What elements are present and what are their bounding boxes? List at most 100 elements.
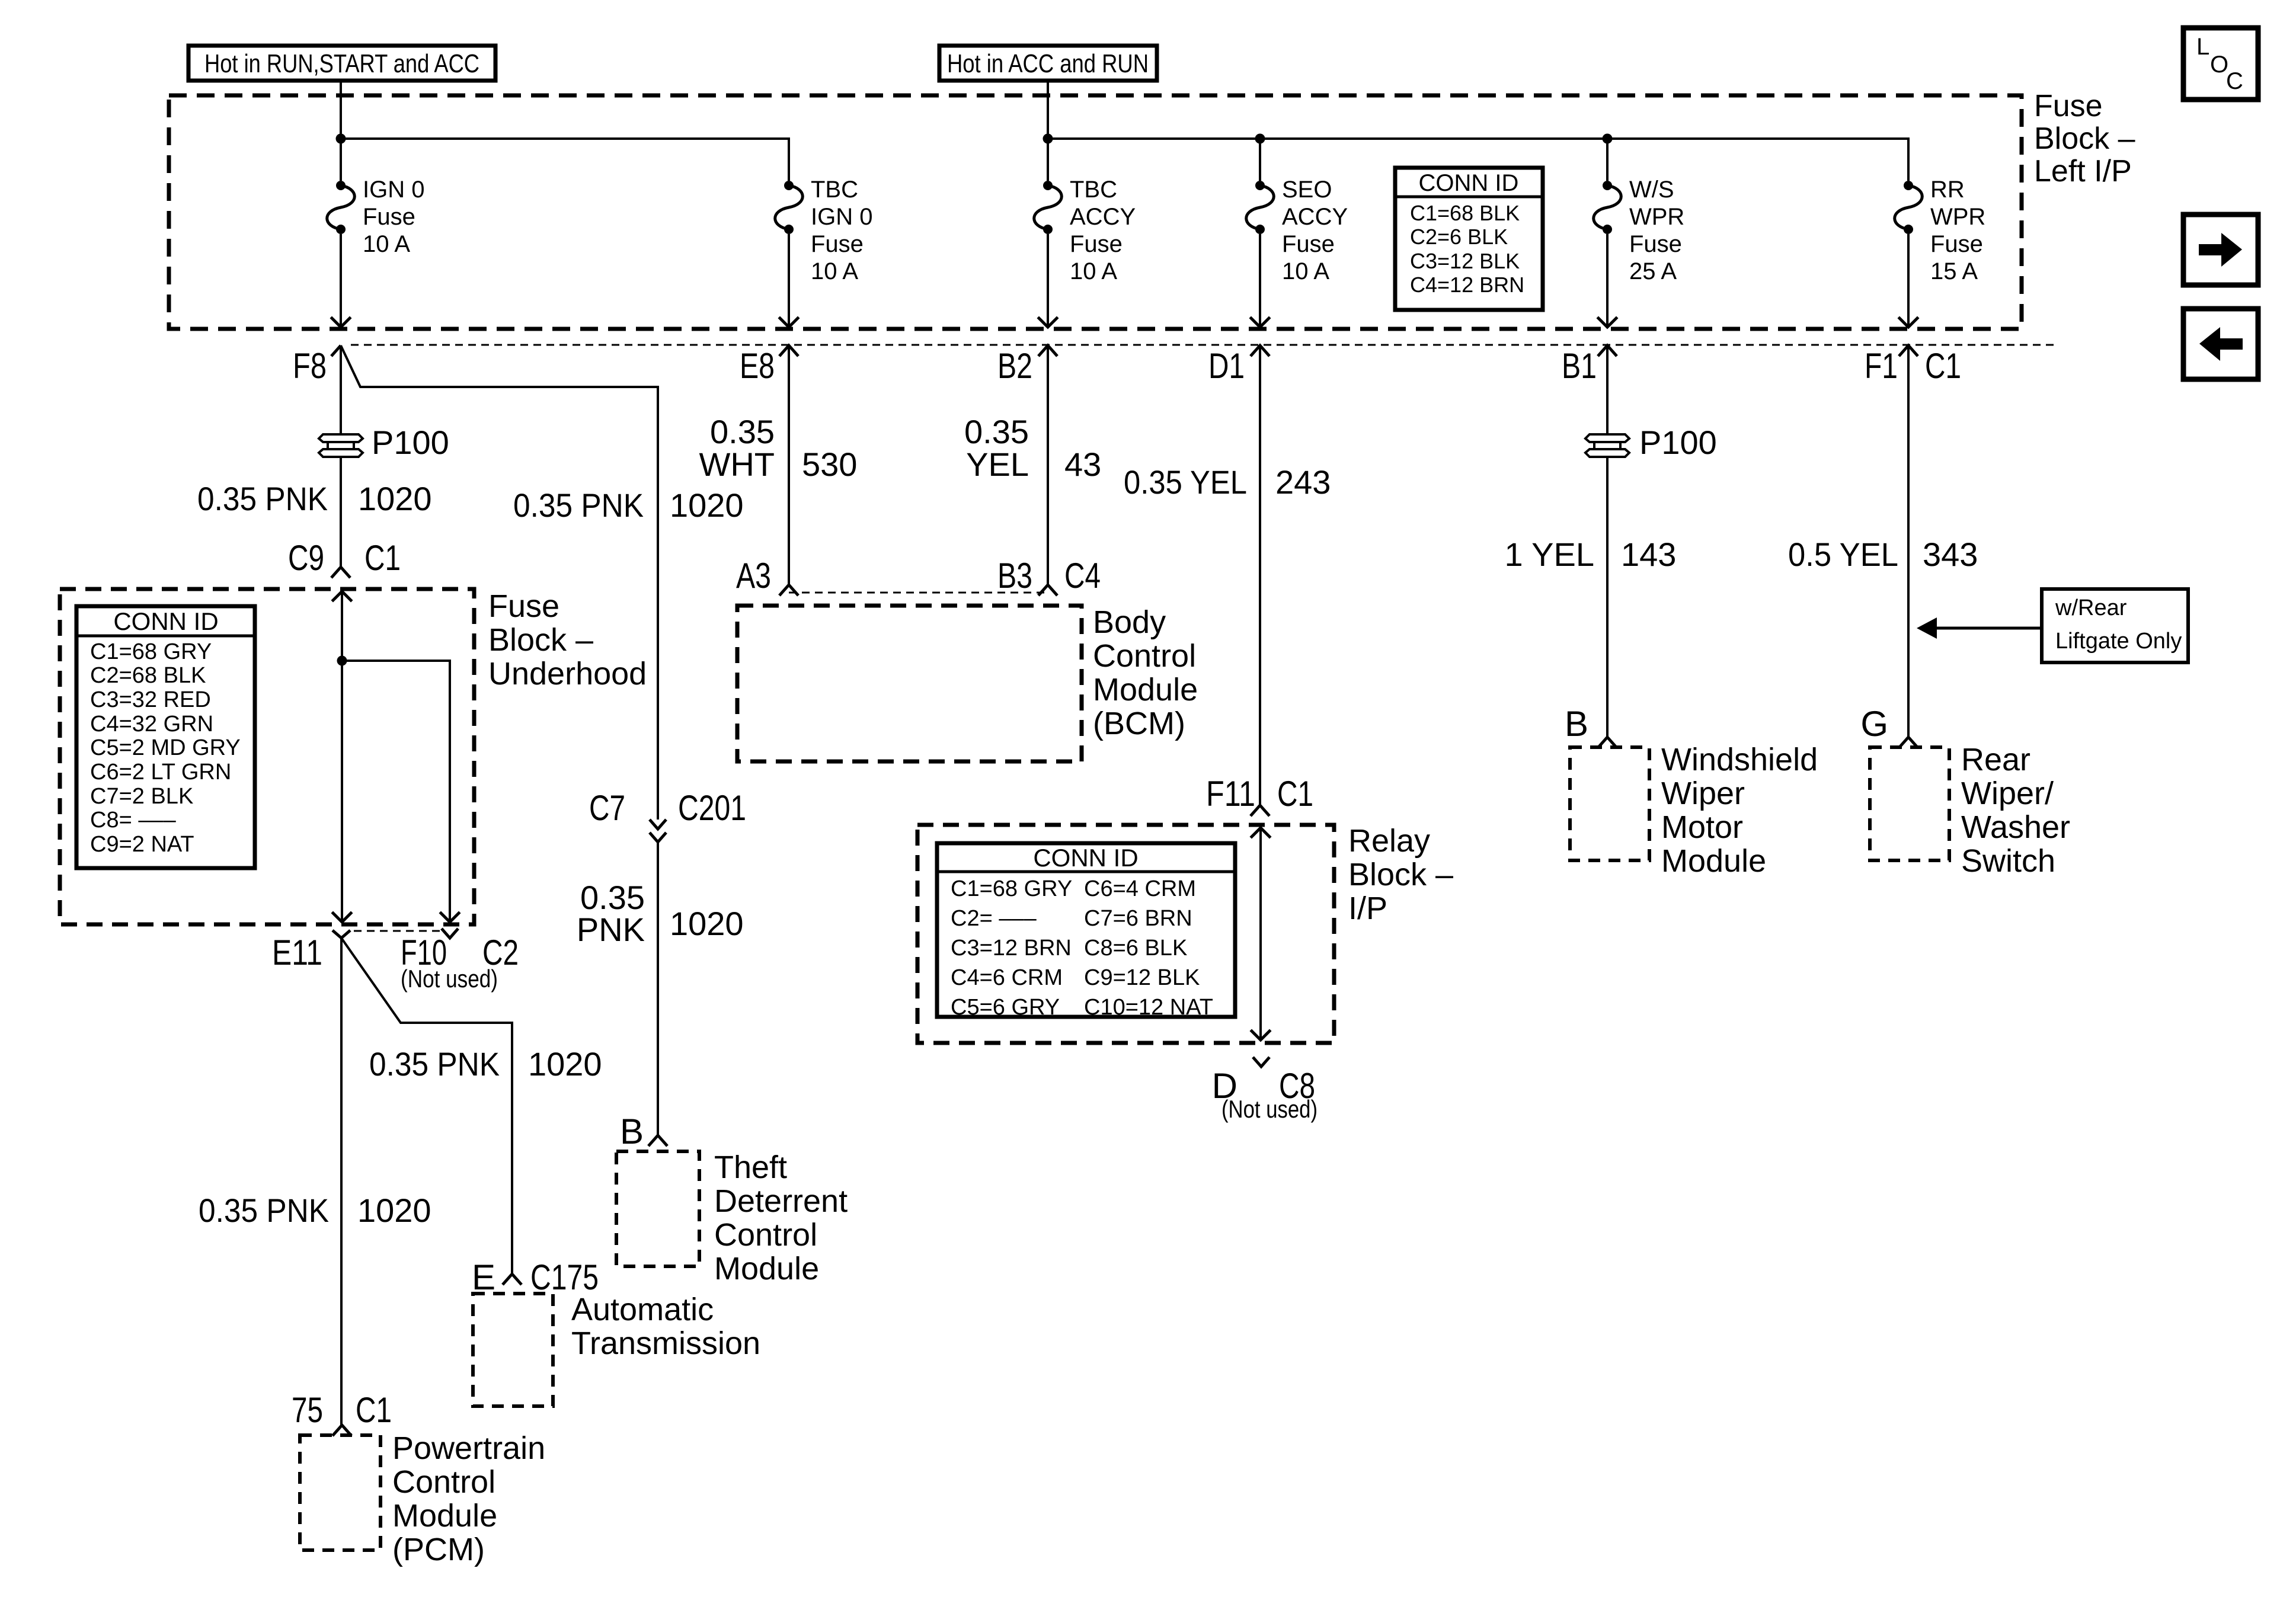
svg-text:B1: B1 bbox=[1562, 346, 1597, 386]
svg-text:Fuse: Fuse bbox=[363, 204, 415, 230]
svg-text:C2=6 BLK: C2=6 BLK bbox=[1410, 225, 1508, 249]
svg-text:Motor: Motor bbox=[1661, 809, 1743, 845]
svg-text:C7=6 BRN: C7=6 BRN bbox=[1084, 906, 1192, 931]
svg-text:P100: P100 bbox=[1639, 424, 1717, 461]
svg-text:C4=12 BRN: C4=12 BRN bbox=[1410, 273, 1524, 297]
svg-text:I/P: I/P bbox=[1348, 891, 1387, 926]
svg-text:C1=68 GRY: C1=68 GRY bbox=[951, 876, 1072, 901]
svg-text:Fuse: Fuse bbox=[1282, 231, 1335, 257]
svg-text:Control: Control bbox=[392, 1464, 495, 1500]
svg-text:10 A: 10 A bbox=[811, 258, 858, 284]
svg-text:C2= –––: C2= ––– bbox=[951, 906, 1037, 931]
svg-text:0.35 PNK: 0.35 PNK bbox=[513, 486, 644, 524]
svg-text:C4: C4 bbox=[1064, 556, 1101, 596]
svg-text:1020: 1020 bbox=[670, 486, 744, 524]
svg-text:0.35 PNK: 0.35 PNK bbox=[197, 480, 328, 517]
svg-text:TBC: TBC bbox=[811, 177, 858, 203]
svg-text:C9: C9 bbox=[288, 538, 324, 578]
svg-text:0.35: 0.35 bbox=[580, 879, 645, 916]
svg-text:Module: Module bbox=[1661, 843, 1766, 879]
svg-text:Wiper: Wiper bbox=[1661, 776, 1745, 811]
svg-text:YEL: YEL bbox=[966, 446, 1029, 483]
svg-text:Block –: Block – bbox=[1348, 857, 1453, 892]
svg-text:C6=4 CRM: C6=4 CRM bbox=[1084, 876, 1196, 901]
svg-text:(Not used): (Not used) bbox=[401, 965, 498, 993]
svg-text:Rear: Rear bbox=[1961, 742, 2030, 777]
svg-text:B: B bbox=[620, 1112, 644, 1151]
svg-text:CONN ID: CONN ID bbox=[1419, 170, 1519, 196]
svg-text:Fuse: Fuse bbox=[1930, 231, 1983, 257]
svg-text:G: G bbox=[1860, 704, 1888, 744]
svg-text:0.35: 0.35 bbox=[710, 413, 775, 450]
svg-text:C9=12 BLK: C9=12 BLK bbox=[1084, 965, 1200, 990]
svg-text:B: B bbox=[1565, 704, 1588, 744]
svg-text:Automatic: Automatic bbox=[571, 1292, 714, 1327]
svg-text:Body: Body bbox=[1093, 604, 1166, 640]
svg-text:Underhood: Underhood bbox=[488, 656, 647, 692]
svg-text:Switch: Switch bbox=[1961, 843, 2055, 879]
svg-text:Control: Control bbox=[1093, 638, 1196, 674]
svg-text:1 YEL: 1 YEL bbox=[1504, 536, 1594, 573]
svg-text:10 A: 10 A bbox=[1070, 258, 1117, 284]
svg-text:(PCM): (PCM) bbox=[392, 1532, 485, 1567]
svg-text:243: 243 bbox=[1275, 463, 1331, 501]
svg-text:Windshield: Windshield bbox=[1661, 742, 1818, 777]
svg-text:Relay: Relay bbox=[1348, 823, 1430, 859]
svg-text:C8= –––: C8= ––– bbox=[90, 808, 177, 833]
svg-text:143: 143 bbox=[1621, 536, 1676, 573]
svg-text:530: 530 bbox=[802, 446, 857, 483]
svg-text:Block –: Block – bbox=[2034, 121, 2135, 156]
svg-text:D1: D1 bbox=[1208, 346, 1245, 386]
svg-text:15 A: 15 A bbox=[1930, 258, 1978, 284]
svg-text:O: O bbox=[2210, 52, 2228, 78]
svg-text:Fuse: Fuse bbox=[811, 231, 864, 257]
svg-text:C175: C175 bbox=[530, 1257, 599, 1297]
svg-text:w/Rear: w/Rear bbox=[2055, 596, 2127, 620]
svg-text:SEO: SEO bbox=[1282, 177, 1332, 203]
svg-text:Theft: Theft bbox=[714, 1150, 787, 1185]
svg-text:43: 43 bbox=[1064, 446, 1101, 483]
svg-text:Transmission: Transmission bbox=[571, 1326, 760, 1361]
svg-text:Control: Control bbox=[714, 1217, 817, 1253]
svg-text:343: 343 bbox=[1923, 536, 1978, 573]
svg-text:0.35 PNK: 0.35 PNK bbox=[369, 1045, 500, 1083]
svg-text:D: D bbox=[1212, 1066, 1237, 1106]
svg-text:WPR: WPR bbox=[1930, 204, 1985, 230]
svg-text:ACCY: ACCY bbox=[1282, 204, 1348, 230]
svg-text:1020: 1020 bbox=[670, 905, 744, 942]
svg-text:P100: P100 bbox=[372, 424, 449, 461]
svg-text:Fuse: Fuse bbox=[488, 588, 559, 624]
svg-text:F10: F10 bbox=[401, 933, 447, 972]
svg-text:Deterrent: Deterrent bbox=[714, 1183, 848, 1219]
svg-text:CONN ID: CONN ID bbox=[113, 607, 218, 635]
svg-text:C3=12 BLK: C3=12 BLK bbox=[1410, 249, 1520, 273]
svg-text:Liftgate Only: Liftgate Only bbox=[2055, 629, 2182, 654]
svg-text:E8: E8 bbox=[740, 346, 775, 386]
svg-text:1020: 1020 bbox=[358, 480, 432, 517]
svg-text:ACCY: ACCY bbox=[1070, 204, 1136, 230]
svg-text:C1: C1 bbox=[1925, 346, 1961, 386]
svg-text:C1: C1 bbox=[364, 538, 401, 578]
svg-text:1020: 1020 bbox=[357, 1192, 431, 1229]
svg-text:W/S: W/S bbox=[1629, 177, 1674, 203]
svg-text:0.35 PNK: 0.35 PNK bbox=[199, 1192, 329, 1229]
svg-text:Fuse: Fuse bbox=[1629, 231, 1682, 257]
svg-text:B3: B3 bbox=[997, 556, 1032, 596]
svg-text:Module: Module bbox=[714, 1251, 819, 1286]
svg-text:C3=32 RED: C3=32 RED bbox=[90, 687, 211, 712]
svg-text:C1=68 BLK: C1=68 BLK bbox=[1410, 201, 1520, 225]
svg-text:Washer: Washer bbox=[1961, 809, 2070, 845]
svg-text:C: C bbox=[2226, 68, 2243, 94]
svg-text:TBC: TBC bbox=[1070, 177, 1117, 203]
svg-text:WHT: WHT bbox=[699, 446, 775, 483]
svg-text:Fuse: Fuse bbox=[1070, 231, 1123, 257]
svg-text:C5=6 GRY: C5=6 GRY bbox=[951, 995, 1060, 1020]
svg-text:F11: F11 bbox=[1206, 774, 1255, 814]
svg-text:C1: C1 bbox=[1277, 774, 1313, 814]
svg-text:PNK: PNK bbox=[577, 911, 645, 948]
svg-text:C10=12 NAT: C10=12 NAT bbox=[1084, 995, 1213, 1020]
svg-text:A3: A3 bbox=[736, 556, 771, 596]
svg-text:C3=12 BRN: C3=12 BRN bbox=[951, 936, 1072, 961]
svg-text:C5=2 MD GRY: C5=2 MD GRY bbox=[90, 735, 241, 760]
svg-text:C9=2 NAT: C9=2 NAT bbox=[90, 832, 194, 857]
